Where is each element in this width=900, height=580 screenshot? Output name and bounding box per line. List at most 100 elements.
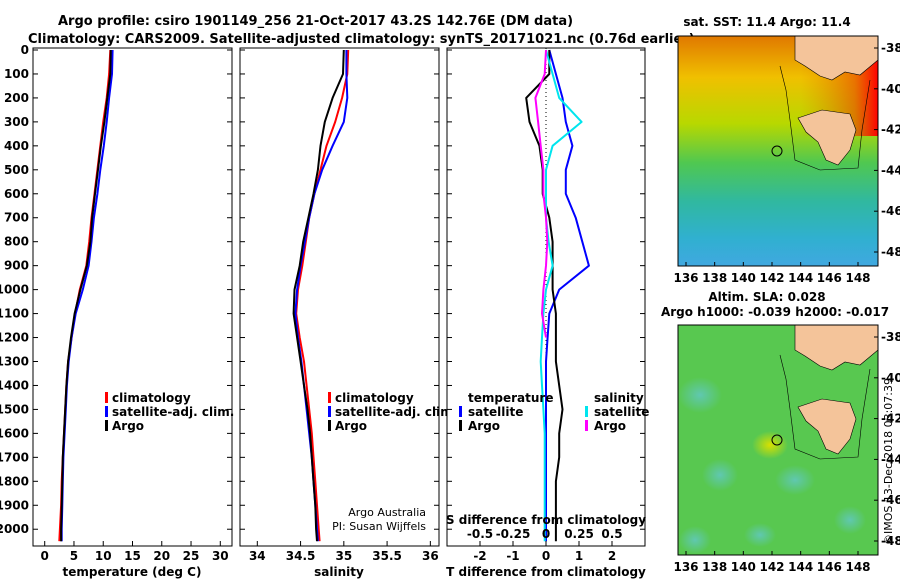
- x-tick-label: 15: [124, 549, 141, 563]
- legend-swatch-s-argo: [585, 420, 588, 431]
- s-tick-label: 0.25: [564, 527, 594, 541]
- map-lat-tick: -46: [881, 493, 900, 507]
- difference-ticks: -2 -1 0 1 2 -0.5 -0.25 0 0.25 0.5: [447, 49, 645, 563]
- legend-label-climatology: climatology: [112, 391, 191, 405]
- temperature-lines: [58, 49, 114, 542]
- x-tick-label: -2: [473, 549, 486, 563]
- t-difference-xlabel: T difference from climatology: [446, 565, 646, 579]
- depth-tick-label: 1100: [0, 307, 29, 321]
- sla-map-ticks: 136 138 140 142 144 146 148 -38 -40 -42 -44 -46 -48: [673, 330, 900, 574]
- x-tick-label: 35: [335, 549, 352, 563]
- series-line-satellite-2: [539, 49, 583, 542]
- salinity-xlabel: salinity: [314, 565, 364, 579]
- salinity-lines: [292, 49, 350, 542]
- legend-label-t-satellite: satellite: [468, 405, 523, 419]
- depth-tick-label: 500: [4, 163, 29, 177]
- legend-title-temperature: temperature: [468, 391, 553, 405]
- sla-map-title-1: Altim. SLA: 0.028: [708, 290, 825, 304]
- x-tick-label: 0: [41, 549, 49, 563]
- legend-title-salinity: salinity: [594, 391, 644, 405]
- map-lon-tick: 142: [759, 271, 784, 285]
- depth-tick-label: 700: [4, 211, 29, 225]
- depth-tick-label: 900: [4, 259, 29, 273]
- legend-swatch-climatology: [328, 392, 331, 403]
- map-lat-tick: -42: [881, 412, 900, 426]
- legend-label-s-argo: Argo: [594, 419, 626, 433]
- depth-tick-label: 1700: [0, 450, 29, 464]
- depth-tick-label: 1900: [0, 498, 29, 512]
- series-line-argo-2: [292, 49, 345, 542]
- legend-label-satellite: satellite-adj. clim.: [335, 405, 457, 419]
- temperature-legend: climatology satellite-adj. clim. Argo: [105, 391, 234, 433]
- sst-map-ticks: 136 138 140 142 144 146 148 -38 -40 -42 -44 -46 -48: [673, 41, 900, 285]
- map-lon-tick: 140: [731, 560, 756, 574]
- depth-tick-label: 1300: [0, 354, 29, 368]
- x-tick-label: 1: [575, 549, 583, 563]
- depth-tick-label: 300: [4, 115, 29, 129]
- map-lon-tick: 144: [788, 560, 813, 574]
- s-tick-label: 0.5: [601, 527, 622, 541]
- depth-tick-label: 1000: [0, 283, 29, 297]
- sst-map: sat. SST: 11.4 Argo: 11.4 136 138 140 142 14…: [673, 15, 900, 285]
- legend-label-satellite: satellite-adj. clim.: [112, 405, 234, 419]
- map-lon-tick: 136: [673, 560, 698, 574]
- map-lon-tick: 138: [702, 560, 727, 574]
- legend-swatch-argo: [105, 420, 108, 431]
- map-lat-tick: -48: [881, 245, 900, 259]
- sst-tasmania: [797, 109, 857, 166]
- sla-argo-location: [771, 434, 783, 446]
- x-tick-label: 34.5: [286, 549, 316, 563]
- x-tick-label: 25: [183, 549, 200, 563]
- map-lon-tick: 148: [845, 560, 870, 574]
- series-line-argo-3: [534, 49, 549, 338]
- sla-isobath: [779, 354, 871, 460]
- depth-tick-label: 1400: [0, 378, 29, 392]
- temperature-xlabel: temperature (deg C): [63, 565, 202, 579]
- x-tick-label: 0: [542, 549, 550, 563]
- salinity-ticks: 34 34.5 35 35.5 36: [240, 49, 439, 563]
- x-tick-label: 35.5: [372, 549, 402, 563]
- map-lat-tick: -44: [881, 163, 900, 177]
- depth-tick-label: 2000: [0, 522, 29, 536]
- title-line-1: Argo profile: csiro 1901149_256 21-Oct-2…: [58, 14, 573, 29]
- depth-tick-labels: 0 100 200 300 400 500 600 700 800 900 1000 1100 1200…: [0, 43, 29, 536]
- map-lat-tick: -46: [881, 204, 900, 218]
- legend-label-argo: Argo: [335, 419, 367, 433]
- map-lon-tick: 144: [788, 271, 813, 285]
- timestamp-stamp: ©IMOS 13-Dec-2018 03:07:39: [882, 378, 895, 545]
- legend-label-argo: Argo: [112, 419, 144, 433]
- series-line-argo-1: [525, 50, 564, 542]
- depth-tick-label: 400: [4, 139, 29, 153]
- sst-argo-location: [771, 145, 783, 157]
- series-line-argo-2: [60, 49, 112, 542]
- map-lat-tick: -40: [881, 371, 900, 385]
- difference-lines: [525, 48, 590, 546]
- sst-isobath: [779, 65, 871, 171]
- map-lat-tick: -44: [881, 452, 900, 466]
- depth-tick-label: 1600: [0, 426, 29, 440]
- x-tick-label: -1: [506, 549, 519, 563]
- map-lon-tick: 146: [817, 271, 842, 285]
- map-lon-tick: 146: [817, 560, 842, 574]
- legend-swatch-climatology: [105, 392, 108, 403]
- map-lon-tick: 148: [845, 271, 870, 285]
- depth-tick-label: 1800: [0, 474, 29, 488]
- credit-line-1: Argo Australia: [348, 506, 426, 519]
- x-tick-label: 36: [422, 549, 439, 563]
- s-tick-label: -0.5: [467, 527, 493, 541]
- depth-tick-label: 1500: [0, 402, 29, 416]
- legend-swatch-satellite: [105, 406, 108, 417]
- map-lon-tick: 142: [759, 560, 784, 574]
- depth-tick-label: 0: [21, 43, 29, 57]
- x-tick-label: 2: [608, 549, 616, 563]
- salinity-legend: climatology satellite-adj. clim. Argo: [328, 391, 457, 433]
- depth-tick-label: 200: [4, 91, 29, 105]
- depth-tick-label: 600: [4, 187, 29, 201]
- map-lat-tick: -40: [881, 82, 900, 96]
- legend-swatch-satellite: [328, 406, 331, 417]
- x-tick-label: 20: [153, 549, 170, 563]
- legend-label-s-satellite: satellite: [594, 405, 649, 419]
- x-tick-label: 10: [95, 549, 112, 563]
- sla-tasmania: [797, 398, 857, 455]
